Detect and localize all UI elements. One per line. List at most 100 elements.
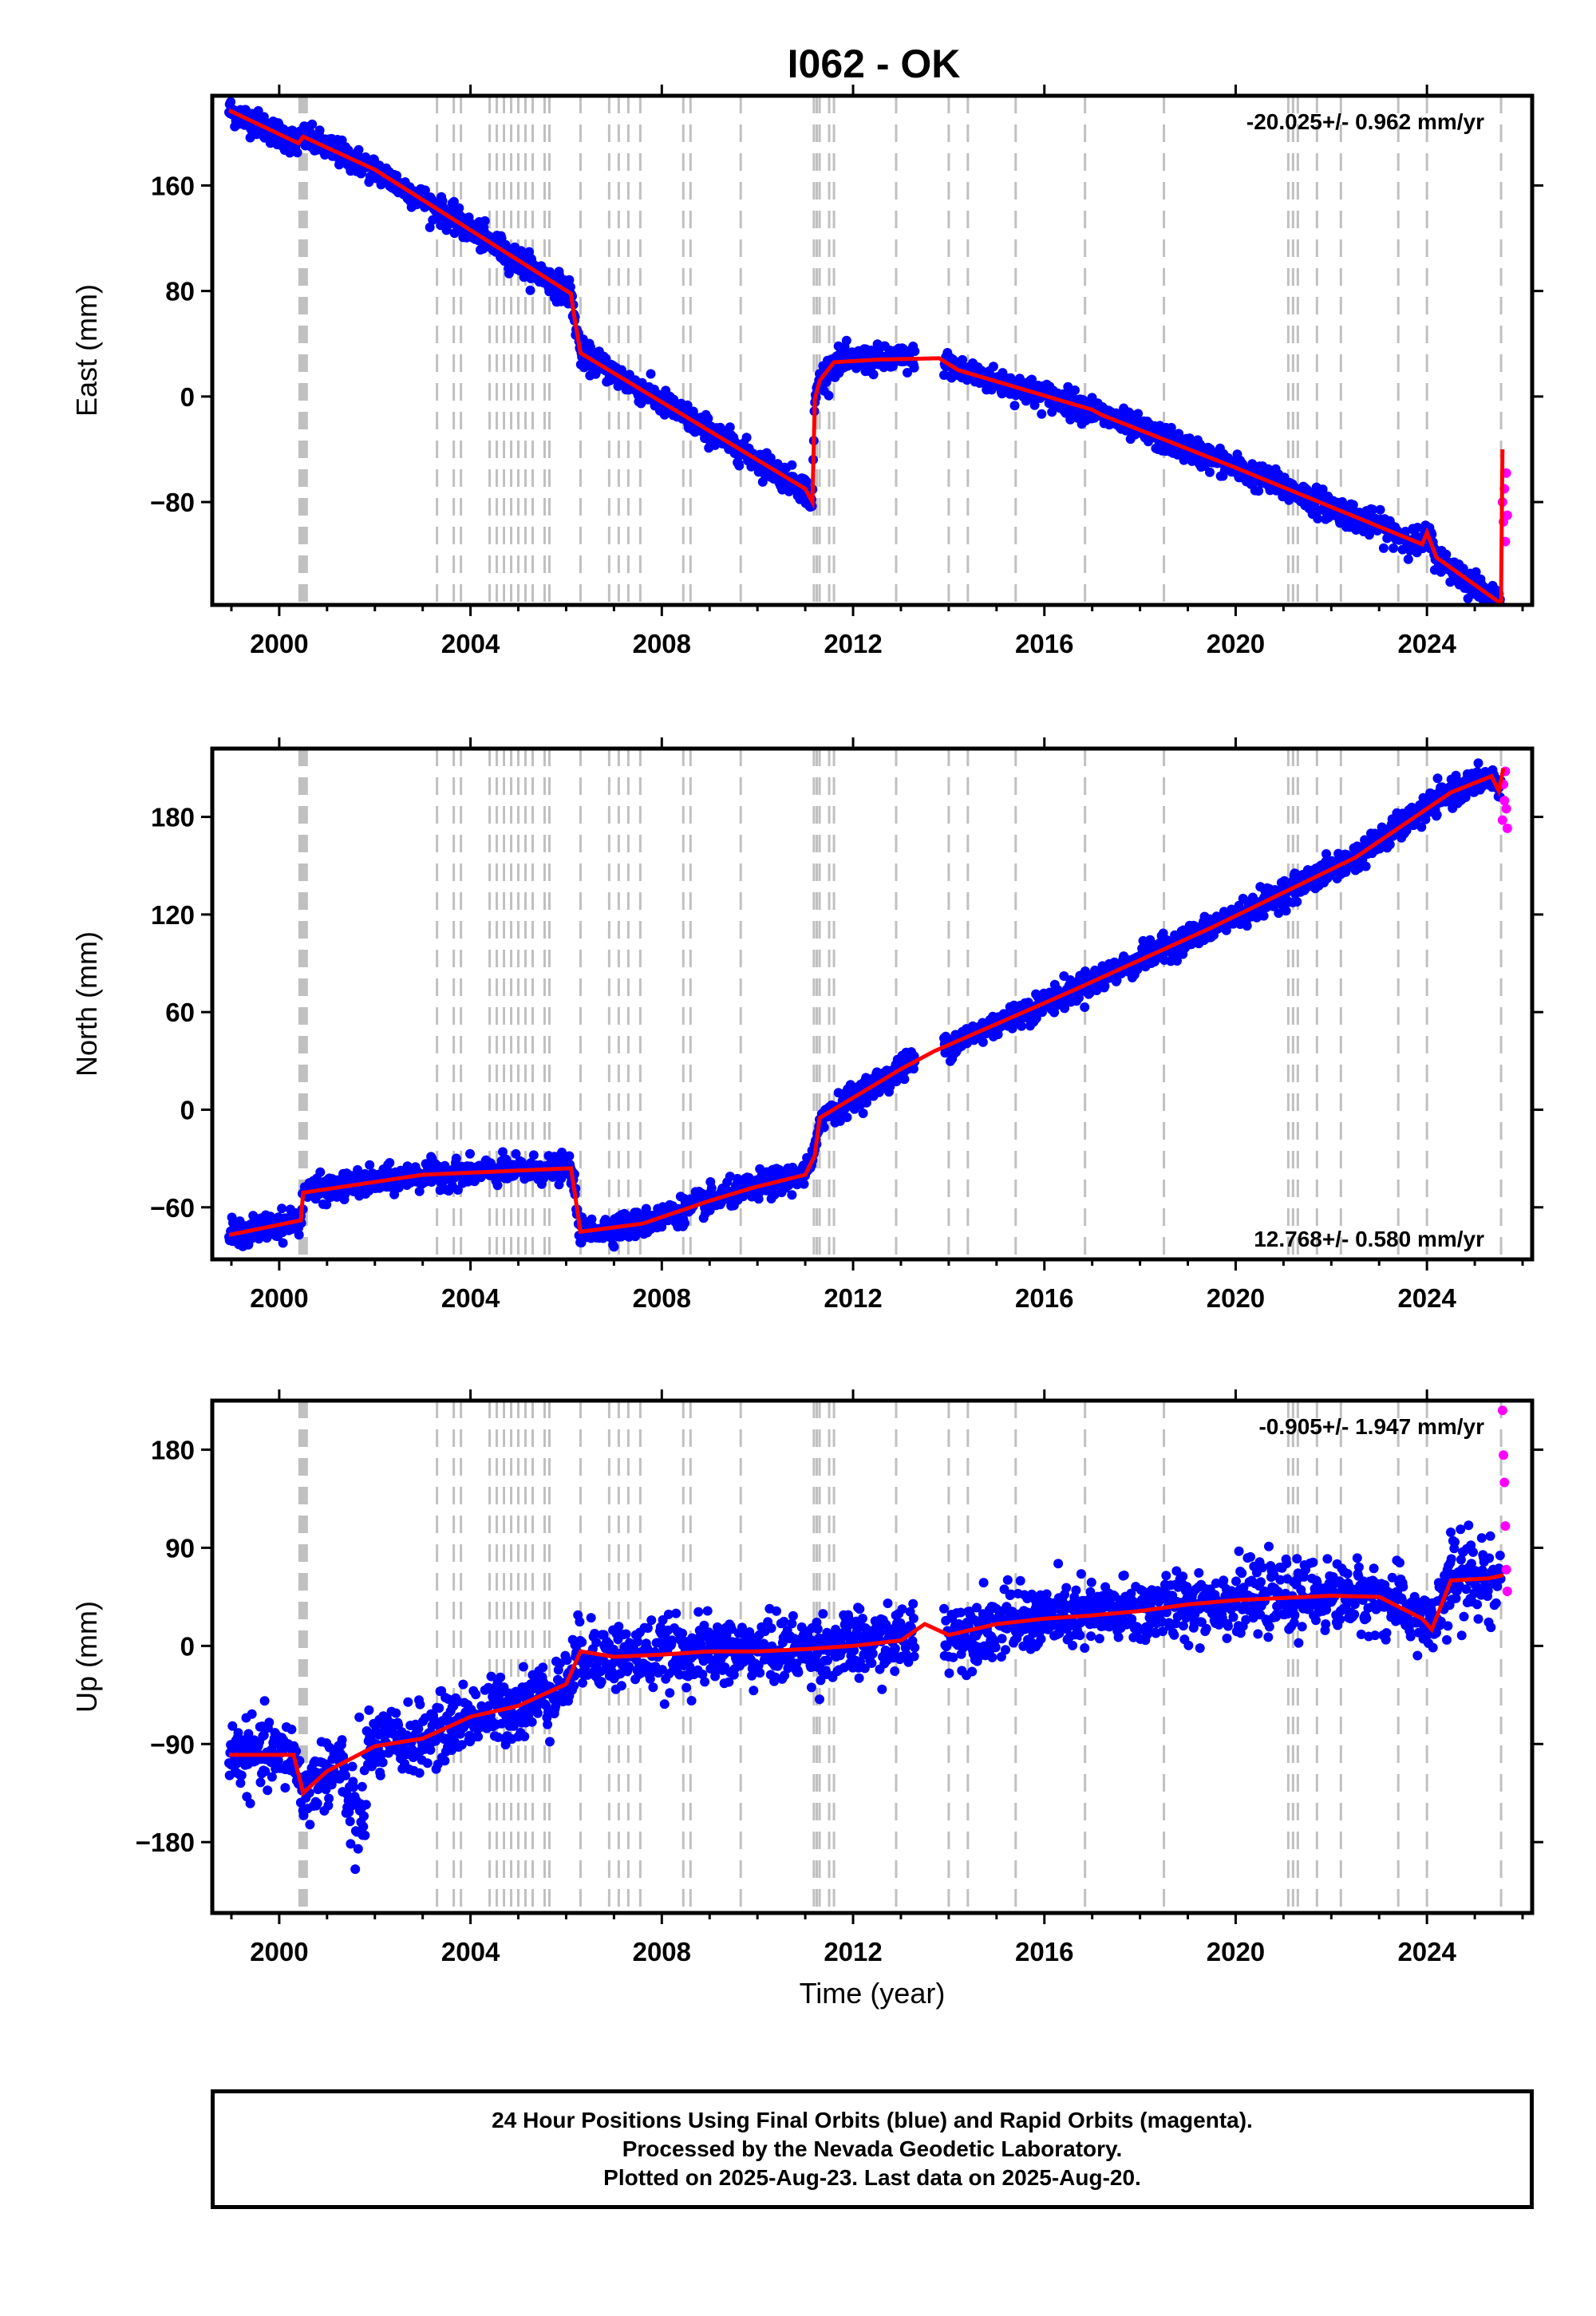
data-point bbox=[375, 1770, 385, 1780]
data-point bbox=[1420, 814, 1431, 824]
x-tick-label: 2008 bbox=[633, 1283, 691, 1313]
data-point bbox=[253, 105, 263, 116]
data-point bbox=[312, 1798, 322, 1808]
data-point bbox=[263, 1785, 273, 1796]
data-point bbox=[314, 125, 325, 136]
data-point bbox=[1037, 409, 1047, 419]
data-point bbox=[909, 362, 919, 373]
data-point bbox=[988, 362, 998, 372]
data-point bbox=[1100, 981, 1110, 991]
data-point bbox=[337, 1735, 347, 1745]
data-point bbox=[233, 1728, 243, 1738]
data-point bbox=[361, 1800, 371, 1810]
data-point bbox=[835, 1116, 845, 1126]
velocity-label: -20.025+/- 0.962 mm/yr bbox=[1246, 109, 1484, 134]
data-point bbox=[1060, 1003, 1069, 1014]
x-tick-label: 2016 bbox=[1015, 1283, 1073, 1313]
data-point bbox=[903, 368, 912, 377]
y-axis-title: North (mm) bbox=[70, 931, 103, 1077]
data-point bbox=[1416, 822, 1427, 832]
x-tick-label: 2008 bbox=[633, 629, 691, 658]
data-point bbox=[842, 1113, 852, 1122]
data-point bbox=[1417, 543, 1428, 554]
data-point bbox=[1009, 401, 1020, 411]
data-point bbox=[1138, 935, 1148, 946]
data-point bbox=[280, 1783, 290, 1793]
data-point bbox=[1385, 840, 1395, 850]
data-point bbox=[358, 1821, 369, 1832]
data-point bbox=[354, 144, 364, 155]
data-point bbox=[1493, 610, 1503, 619]
data-point bbox=[341, 1770, 350, 1780]
data-point bbox=[414, 1186, 425, 1196]
velocity-label: 12.768+/- 0.580 mm/yr bbox=[1254, 1227, 1484, 1251]
final-orbit-points bbox=[224, 97, 1506, 620]
data-point bbox=[1378, 543, 1389, 553]
data-point bbox=[273, 1755, 283, 1765]
data-point bbox=[1133, 409, 1144, 419]
y-tick-label: −80 bbox=[150, 488, 195, 517]
data-point bbox=[465, 1148, 475, 1159]
data-point bbox=[364, 1705, 374, 1715]
plot-frame bbox=[210, 746, 1535, 1262]
x-tick-label: 2024 bbox=[1397, 1283, 1456, 1313]
data-point bbox=[226, 97, 236, 107]
data-point bbox=[557, 1148, 567, 1157]
data-point bbox=[564, 275, 575, 285]
rapid-point bbox=[1501, 804, 1511, 814]
data-point bbox=[420, 185, 430, 196]
data-point bbox=[1368, 504, 1378, 515]
data-point bbox=[454, 203, 464, 213]
data-point bbox=[1389, 543, 1399, 553]
data-point bbox=[357, 1781, 367, 1792]
data-point bbox=[1205, 467, 1215, 477]
data-point bbox=[1166, 422, 1176, 433]
data-point bbox=[787, 460, 797, 470]
data-point bbox=[425, 1745, 436, 1755]
x-tick-label: 2020 bbox=[1207, 1283, 1265, 1313]
data-point bbox=[414, 1768, 425, 1778]
data-point bbox=[350, 1864, 361, 1875]
data-point bbox=[1258, 911, 1269, 921]
data-point bbox=[1070, 385, 1080, 395]
data-point bbox=[908, 1064, 918, 1074]
data-point bbox=[1274, 908, 1284, 919]
data-point bbox=[286, 1725, 297, 1734]
data-point bbox=[315, 1167, 326, 1177]
data-point bbox=[451, 1153, 461, 1164]
data-point bbox=[657, 1222, 667, 1232]
data-point bbox=[1400, 527, 1411, 536]
data-point bbox=[247, 1709, 257, 1719]
data-point bbox=[365, 1160, 375, 1170]
data-point bbox=[807, 501, 817, 512]
data-point bbox=[609, 1242, 619, 1252]
data-point bbox=[1172, 956, 1182, 966]
data-point bbox=[235, 1778, 246, 1788]
data-point bbox=[765, 453, 776, 463]
data-point bbox=[1254, 486, 1264, 496]
data-point bbox=[326, 1780, 337, 1790]
data-point bbox=[993, 1030, 1003, 1040]
data-point bbox=[958, 354, 967, 365]
data-point bbox=[511, 1148, 521, 1159]
data-point bbox=[478, 243, 488, 254]
y-tick-label: 80 bbox=[165, 277, 195, 306]
data-point bbox=[564, 1151, 575, 1161]
data-point bbox=[359, 1811, 369, 1821]
data-point bbox=[819, 1122, 829, 1132]
data-point bbox=[858, 1109, 868, 1118]
data-point bbox=[448, 196, 459, 207]
rapid-point bbox=[1502, 510, 1512, 520]
data-point bbox=[259, 1730, 269, 1741]
y-axis-title: East (mm) bbox=[70, 284, 103, 417]
data-point bbox=[1361, 861, 1371, 871]
data-point bbox=[440, 1756, 450, 1766]
data-point bbox=[1112, 975, 1122, 986]
data-point bbox=[1441, 549, 1452, 559]
data-point bbox=[422, 1758, 433, 1769]
data-point bbox=[1494, 611, 1503, 620]
y-tick-label: 0 bbox=[180, 382, 195, 412]
x-tick-label: 2004 bbox=[441, 629, 500, 658]
data-point bbox=[1029, 400, 1040, 410]
